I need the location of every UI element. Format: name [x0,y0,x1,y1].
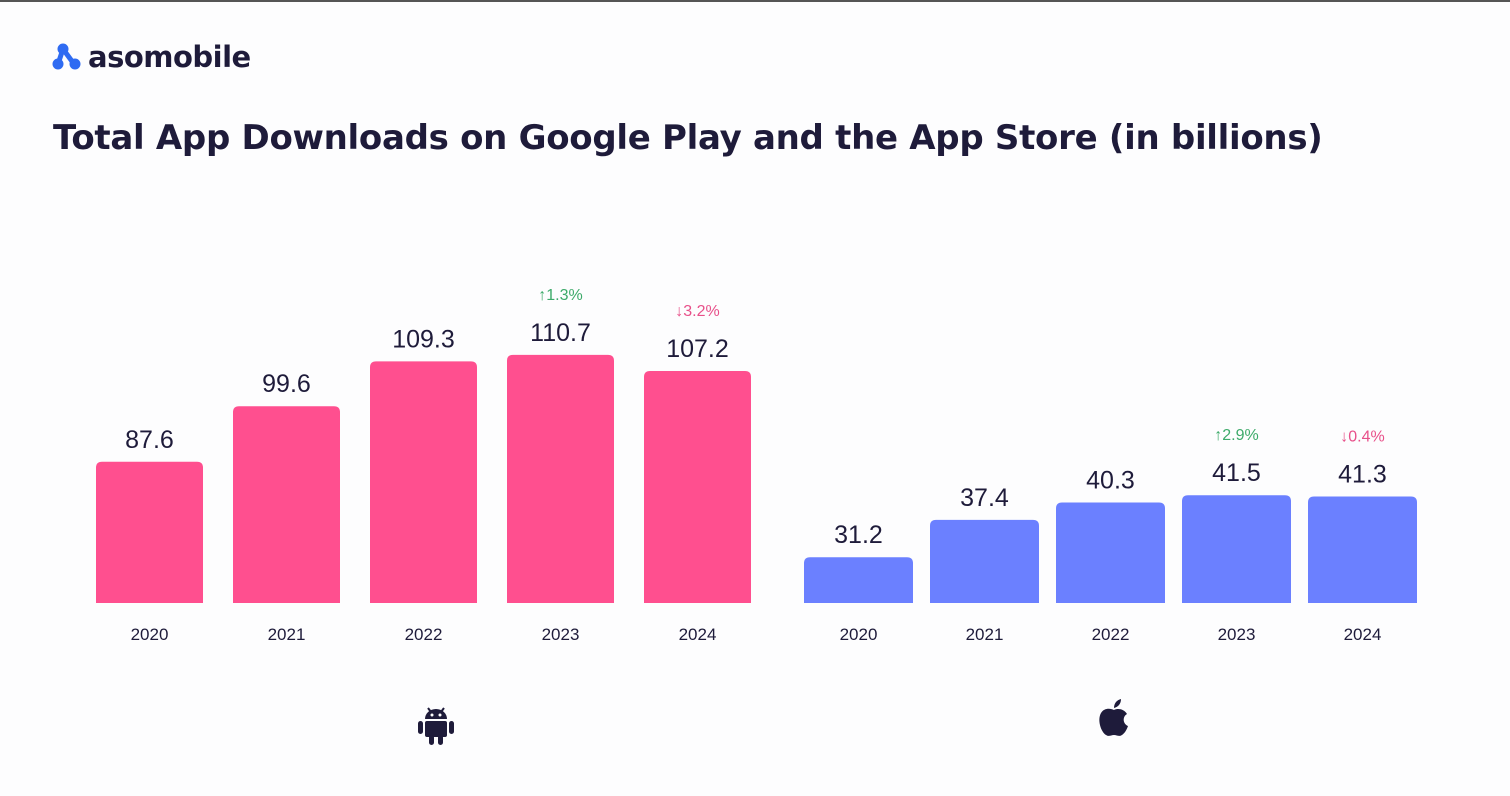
arrow-up-icon: ↑ [538,287,546,304]
change-annotation: ↑1.3% [538,287,582,304]
bar [507,354,614,603]
value-label: 99.6 [262,370,311,398]
chart-title: Total App Downloads on Google Play and t… [53,118,1323,158]
value-label: 87.6 [125,426,174,454]
apple-icon [1099,699,1128,736]
value-label: 31.2 [834,521,883,549]
change-annotation: ↓3.2% [675,303,719,320]
x-tick-label: 2021 [268,625,306,644]
change-annotation: ↑2.9% [1214,427,1258,444]
brand-logo: asomobile [52,40,251,74]
x-tick-label: 2024 [679,625,717,644]
x-tick-label: 2020 [840,625,878,644]
bar [96,461,203,603]
top-border [0,0,1510,2]
bar [233,406,340,603]
value-label: 107.2 [666,335,729,363]
change-annotation: ↓0.4% [1340,428,1384,445]
bar [1056,502,1165,603]
arrow-down-icon: ↓ [675,303,683,320]
bar [930,519,1039,603]
bar [1308,496,1417,603]
change-value: 0.4% [1348,428,1384,445]
value-label: 41.5 [1212,459,1261,487]
arrow-up-icon: ↑ [1214,427,1222,444]
x-tick-label: 2022 [1092,625,1130,644]
asomobile-logo-icon [52,43,81,70]
value-label: 40.3 [1086,466,1135,494]
change-value: 1.3% [546,287,582,304]
change-value: 3.2% [683,303,719,320]
bar [370,361,477,603]
android-icon [418,707,454,745]
bar [804,557,913,603]
x-tick-label: 2020 [131,625,169,644]
value-label: 37.4 [960,484,1009,512]
x-tick-label: 2023 [1218,625,1256,644]
x-tick-label: 2021 [966,625,1004,644]
bar [1182,495,1291,603]
value-label: 41.3 [1338,460,1387,488]
bar [644,371,751,603]
value-label: 110.7 [530,319,591,347]
x-tick-label: 2022 [405,625,443,644]
x-tick-label: 2024 [1344,625,1382,644]
value-label: 109.3 [392,325,455,353]
x-tick-label: 2023 [542,625,580,644]
brand-name: asomobile [88,40,251,74]
change-value: 2.9% [1222,427,1258,444]
arrow-down-icon: ↓ [1340,428,1348,445]
